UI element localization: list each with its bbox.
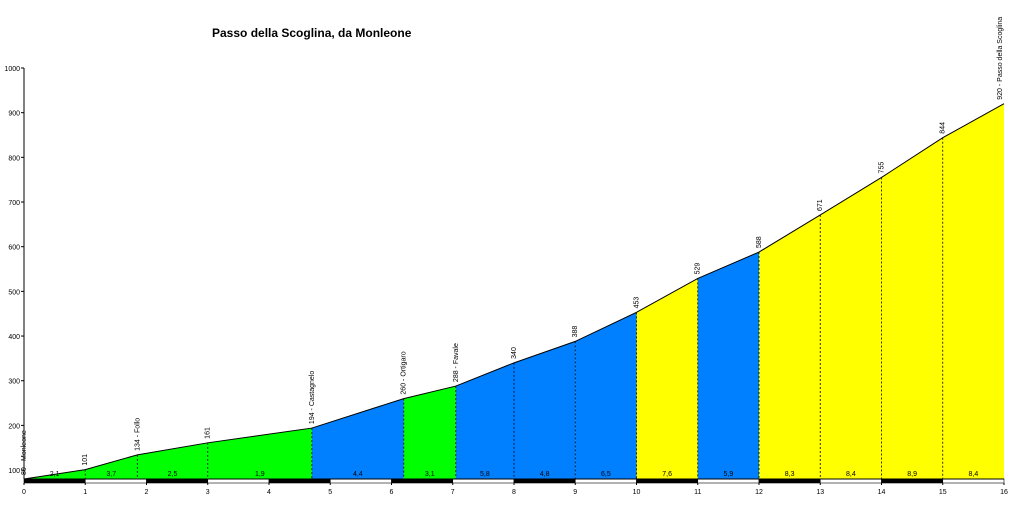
altitude-label: 260 - Ortigaro — [401, 351, 408, 394]
km-bar-cell — [758, 478, 821, 484]
profile-segment-8 — [575, 312, 637, 479]
gradient-label: 2,5 — [168, 471, 178, 478]
km-bar-cell — [452, 478, 515, 484]
gradient-label: 8,3 — [785, 471, 795, 478]
x-tick-label: 7 — [451, 489, 455, 496]
x-tick-label: 4 — [267, 489, 271, 496]
km-bar-cell — [391, 478, 454, 484]
gradient-label: 3,7 — [106, 471, 116, 478]
profile-segment-7 — [514, 341, 576, 479]
km-bar-cell — [942, 478, 1005, 484]
x-tick-label: 2 — [145, 489, 149, 496]
y-tick-label: 100 — [8, 468, 20, 475]
profile-segment-4 — [311, 398, 404, 479]
x-tick-label: 14 — [878, 489, 886, 496]
km-bar-cell — [268, 478, 331, 484]
km-bar-cell — [513, 478, 576, 484]
x-tick-label: 13 — [816, 489, 824, 496]
gradient-label: 8,4 — [969, 471, 979, 478]
x-tick-label: 11 — [694, 489, 701, 496]
gradient-label: 6,5 — [601, 471, 611, 478]
profile-segment-13 — [881, 137, 943, 480]
x-tick-label: 12 — [755, 489, 763, 496]
km-bar-cell — [84, 478, 147, 484]
x-tick-label: 0 — [22, 489, 26, 496]
gradient-label: 8,9 — [907, 471, 917, 478]
gradient-label: 4,8 — [540, 471, 550, 478]
profile-segment-14 — [942, 103, 1004, 479]
km-bar-cell — [207, 478, 270, 484]
y-tick-label: 900 — [8, 111, 20, 118]
altitude-label: 844 — [940, 122, 947, 134]
altitude-label: 671 — [817, 199, 824, 211]
gradient-label: 7,6 — [662, 471, 672, 478]
altitude-label: 920 - Passo della Scoglina — [997, 17, 1004, 100]
chart-title: Passo della Scoglina, da Monleone — [212, 26, 412, 40]
profile-segment-5 — [403, 386, 456, 479]
altitude-label: 80 - Monleone — [21, 430, 28, 475]
gradient-label: 1,9 — [255, 471, 265, 478]
profile-segment-11 — [759, 214, 821, 479]
x-tick-label: 16 — [1000, 489, 1008, 496]
altitude-label: 288 - Favale — [453, 343, 460, 382]
altitude-label: 388 — [572, 326, 579, 338]
altitude-label: 453 — [634, 297, 641, 309]
x-tick-label: 3 — [206, 489, 210, 496]
km-bar-cell — [881, 478, 944, 484]
y-tick-label: 400 — [8, 334, 20, 341]
profile-line — [23, 103, 1005, 480]
altitude-label: 134 - Follo — [134, 418, 141, 451]
y-tick-label: 200 — [8, 423, 20, 430]
gradient-label: 4,4 — [353, 471, 363, 478]
profile-segment-10 — [697, 252, 759, 479]
gradient-label: 3,1 — [425, 471, 435, 478]
x-tick-label: 6 — [390, 489, 394, 496]
altitude-label: 588 — [756, 236, 763, 248]
km-bar-cell — [636, 478, 699, 484]
y-tick-label: 700 — [8, 200, 20, 207]
altitude-label: 194 - Castagnelo — [309, 371, 316, 424]
y-tick-label: 300 — [8, 379, 20, 386]
x-tick-label: 10 — [633, 489, 641, 496]
gradient-label: 5,8 — [480, 471, 490, 478]
profile-segment-9 — [636, 278, 698, 479]
altitude-label: 529 — [695, 263, 702, 275]
altitude-label: 161 — [205, 427, 212, 439]
y-tick-label: 600 — [8, 245, 20, 252]
profile-segment-3 — [207, 428, 312, 479]
gradient-label: 2,1 — [50, 471, 60, 478]
x-tick-label: 5 — [328, 489, 332, 496]
km-bar-cell — [697, 478, 760, 484]
km-bar-cell — [574, 478, 637, 484]
km-bar-cell — [146, 478, 209, 484]
profile-segment-6 — [455, 362, 514, 479]
altitude-label: 755 — [879, 162, 886, 174]
gradient-label: 5,9 — [724, 471, 734, 478]
x-tick-label: 15 — [939, 489, 947, 496]
km-bar-cell — [819, 478, 882, 484]
gradient-label: 8,4 — [846, 471, 856, 478]
profile-segment-12 — [820, 177, 882, 479]
altitude-label: 340 — [511, 347, 518, 359]
km-bar-cell — [23, 478, 86, 484]
x-tick-label: 9 — [573, 489, 577, 496]
x-tick-label: 1 — [83, 489, 87, 496]
profile-segment-2 — [137, 442, 208, 479]
y-tick-label: 800 — [8, 155, 20, 162]
x-tick-label: 8 — [512, 489, 516, 496]
y-tick-label: 500 — [8, 289, 20, 296]
y-tick-label: 1000 — [4, 66, 20, 73]
km-bar-cell — [329, 478, 392, 484]
altitude-label: 101 — [82, 454, 89, 466]
profile-segment-1 — [85, 454, 138, 479]
